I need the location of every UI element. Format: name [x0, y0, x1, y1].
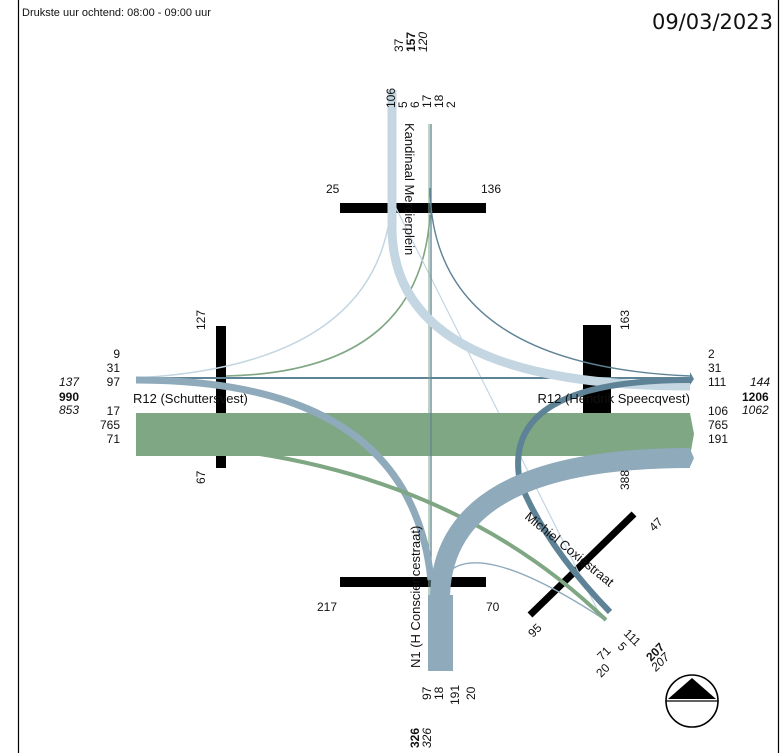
north-arrow-icon: [665, 674, 719, 728]
flow-east-to-southeast: [515, 377, 691, 615]
flow-west-to-southeast: [135, 441, 608, 622]
north-cross-left: 25: [326, 182, 340, 196]
east-total-out: 1062: [742, 403, 769, 417]
crossing-south: [340, 577, 486, 587]
south-move-1: 97: [420, 686, 434, 700]
southeast-move-2: 5: [615, 639, 630, 654]
south-move-2: 18: [432, 686, 446, 700]
west-cross-top: 127: [194, 310, 208, 330]
flow-south-to-east: [430, 448, 691, 670]
east-in-1: 2: [708, 347, 715, 361]
west-out-2: 765: [100, 418, 120, 432]
header-title: Drukste uur ochtend: 08:00 - 09:00 uur: [22, 7, 211, 19]
east-in-2: 31: [708, 361, 722, 375]
west-total-in: 137: [59, 375, 80, 389]
south-move-3: 191: [448, 685, 462, 705]
flow-west-to-east-arrow: [690, 413, 694, 456]
north-cross-right: 136: [481, 182, 501, 196]
north-move-3: 6: [408, 101, 422, 108]
street-south: N1 (H Consciencestraat): [408, 526, 423, 668]
east-in-3: 111: [708, 375, 727, 389]
east-out-2: 765: [708, 418, 728, 432]
east-cross-bottom: 388: [618, 470, 632, 490]
flow-west-to-north: [225, 214, 431, 377]
east-total: 1206: [742, 390, 769, 404]
date-label: 09/03/2023: [652, 10, 773, 34]
west-out-3: 71: [107, 432, 121, 446]
east-total-in: 144: [750, 375, 770, 389]
crossing-southeast: [527, 511, 637, 618]
flow-east-arrow-bottom: [690, 449, 694, 467]
north-total: 157: [404, 32, 418, 52]
west-cross-bottom: 67: [194, 470, 208, 484]
east-out-1: 106: [708, 404, 728, 418]
north-move-1: 106: [384, 88, 398, 108]
west-total: 990: [59, 390, 79, 404]
flow-east-arrow-top: [690, 372, 694, 385]
flow-west-to-south: [135, 376, 435, 581]
south-cross-right: 70: [486, 600, 500, 614]
south-total-other: 326: [420, 728, 434, 748]
flow-south-approach: [428, 595, 453, 671]
flow-north-to-west: [135, 187, 393, 379]
east-out-3: 191: [708, 432, 728, 446]
north-move-5: 18: [432, 94, 446, 108]
west-in-1: 9: [113, 347, 120, 361]
south-cross-left: 217: [317, 600, 337, 614]
south-move-4: 20: [464, 686, 478, 700]
north-total-in: 120: [416, 32, 430, 52]
street-north: Kandinaal Mercierplein: [402, 123, 417, 255]
street-east: R12 (Hendrik Speecqvest): [538, 391, 690, 406]
west-in-3: 97: [107, 375, 121, 389]
southeast-cross-bottom: 95: [525, 621, 545, 641]
north-move-6: 2: [444, 101, 458, 108]
west-out-1: 17: [107, 404, 121, 418]
west-in-2: 31: [107, 361, 121, 375]
north-total-out: 37: [392, 38, 406, 52]
crossing-north: [340, 203, 486, 213]
north-move-2: 5: [396, 101, 410, 108]
southeast-move-3: 71: [594, 644, 614, 664]
flow-north-to-southeast: [391, 199, 601, 616]
southeast-move-4: 20: [593, 661, 613, 681]
south-total: 326: [408, 728, 422, 748]
flow-east-to-north: [429, 187, 691, 377]
north-move-4: 17: [420, 94, 434, 108]
east-cross-top: 163: [618, 310, 632, 330]
street-west: R12 (Schuttersvest): [133, 391, 248, 406]
west-total-out: 853: [59, 403, 79, 417]
crossing-west: [216, 326, 226, 468]
southeast-cross-top: 47: [646, 515, 666, 535]
